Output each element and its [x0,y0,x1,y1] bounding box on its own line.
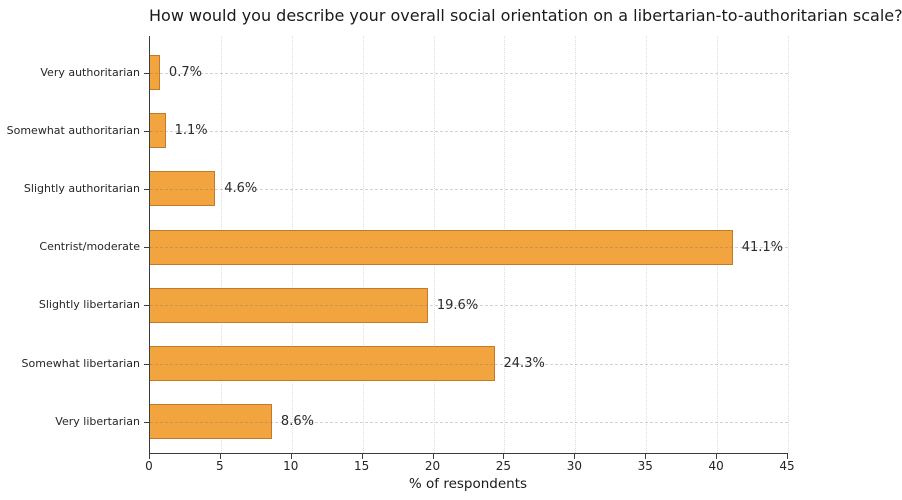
y-axis-category-label: Slightly libertarian [38,298,140,312]
y-tick [144,305,149,307]
bar [150,171,216,207]
horizontal-gridline [150,188,788,190]
y-axis-category-label: Very authoritarian [40,65,140,79]
bar-value-label: 19.6% [436,297,479,313]
bar-value-label: 0.7% [168,65,202,80]
x-tick-label: 0 [145,459,153,473]
x-tick [574,454,576,459]
y-axis-category-label: Very libertarian [55,414,140,428]
bar [150,229,733,265]
x-tick-label: 5 [216,459,224,473]
y-tick [144,363,149,365]
x-tick [219,454,221,459]
x-tick [361,454,363,459]
bar-value-label: 24.3% [503,356,545,371]
bar [150,55,160,90]
x-tick-label: 40 [708,459,724,473]
horizontal-gridline [150,363,788,365]
horizontal-gridline [150,130,788,132]
x-tick-label: 35 [637,459,653,473]
x-tick-label: 45 [779,459,795,473]
y-axis-category-label: Centrist/moderate [39,240,140,254]
x-tick-label: 30 [566,459,582,473]
x-tick [787,454,788,459]
y-tick [144,247,149,249]
y-tick [144,130,149,132]
x-tick [716,454,718,459]
plot-area: 0.7% 1.1% 4.6% 41.1% 19.6% 24.3% 8.6% [149,36,789,454]
x-tick-label: 15 [354,459,370,473]
x-axis-label: % of respondents [408,476,528,492]
x-tick [290,454,292,459]
x-tick-label: 20 [424,459,441,473]
chart-title: How would you describe your overall soci… [149,6,902,25]
y-tick [144,72,149,74]
x-tick [432,454,434,459]
y-tick [144,421,149,423]
x-tick [503,454,505,459]
x-tick-label: 10 [283,459,299,473]
bar-value-label: 41.1% [741,239,784,255]
horizontal-gridline [150,72,788,74]
bar [150,287,428,323]
horizontal-gridline [150,247,788,249]
bar [150,404,272,440]
bar [150,346,495,381]
x-tick [149,454,150,459]
y-axis-category-label: Slightly authoritarian [23,181,140,195]
x-tick-label: 25 [495,459,512,473]
bar-value-label: 1.1% [174,123,208,139]
bar-value-label: 4.6% [224,181,258,197]
bar-value-label: 8.6% [280,414,314,430]
bar [150,113,166,149]
y-axis-category-label: Somewhat authoritarian [6,123,140,137]
horizontal-gridline [150,305,788,307]
y-axis-category-label: Somewhat libertarian [21,356,140,370]
y-tick [144,188,149,190]
vertical-gridline [788,36,789,453]
x-tick [645,454,647,459]
horizontal-gridline [150,421,788,423]
